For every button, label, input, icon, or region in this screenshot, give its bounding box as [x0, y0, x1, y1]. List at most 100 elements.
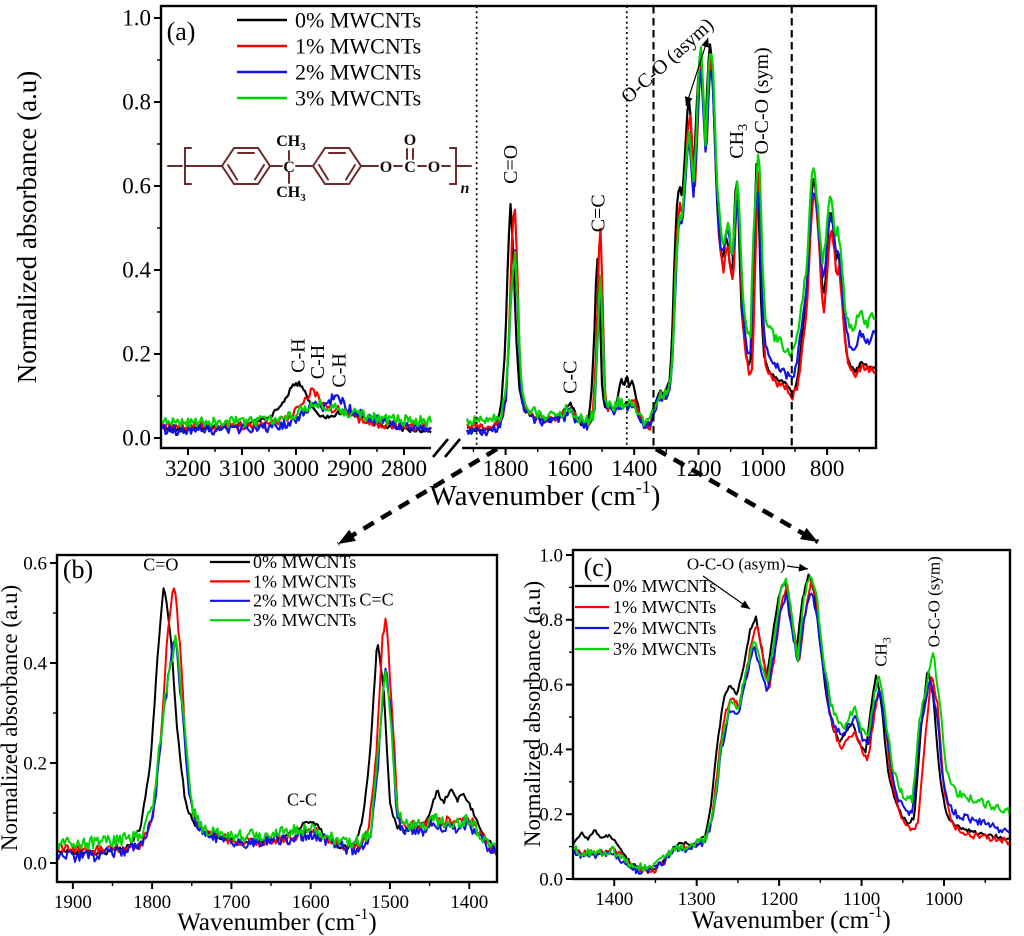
peak-annotation: C=O: [143, 555, 178, 575]
legend-entry-label: 1% MWCNTs: [613, 597, 716, 617]
axis-break-gap: [431, 443, 462, 453]
structure-label: C: [404, 159, 416, 176]
panel-a-dynamic: 3200 3100 3000 2900 2800 1800 1600 1400 1200 1000…: [122, 6, 875, 481]
structure-label-ch3-top: CH3: [276, 133, 306, 153]
panel-b-xlabel: Wavenumber (cm-1): [177, 906, 376, 936]
y-tick-label: 0.2: [122, 342, 151, 367]
legend-entry-label: 2% MWCNTs: [253, 591, 356, 611]
peak-annotation: C=C: [588, 194, 610, 232]
y-tick-label: 0.4: [23, 653, 47, 674]
panel-c: (c) Normalized absorbance (a.u) Wavenumb…: [520, 548, 1012, 934]
structure-label: O: [428, 159, 440, 176]
y-tick-label: 0.0: [122, 426, 151, 451]
legend-entry-label: 1% MWCNTs: [253, 571, 356, 591]
legend-entry-label: 2% MWCNTs: [613, 618, 716, 638]
panel-c-dynamic: 1400 1300 1200 1100 1000 0.0 0.2 0.4 0.6 0.8 1.0 0%…: [539, 545, 1009, 910]
legend-entry-label: 3% MWCNTs: [613, 639, 716, 659]
peak-annotation: C=C: [359, 590, 393, 610]
panel-c-xlabel: Wavenumber (cm-1): [691, 904, 890, 934]
annotation-arrow-c-head: [740, 600, 750, 609]
dynamic-chart-layer: 3200 3100 3000 2900 2800 1800 1600 1400 1200 1000…: [23, 6, 1009, 913]
annotation-arrow-c: [702, 575, 751, 610]
peak-annotation: CH3: [726, 124, 751, 159]
y-tick-label: 0.4: [539, 740, 563, 761]
x-tick-label: 1100: [843, 889, 880, 910]
x-tick-label: 1300: [678, 889, 716, 910]
peak-annotation: C-C: [287, 790, 317, 810]
y-tick-label: 0.6: [122, 174, 151, 199]
curve-c-3MWCNTs: [574, 575, 1009, 872]
y-tick-label: 1.0: [539, 545, 563, 566]
legend-entry-label: 0% MWCNTs: [295, 7, 421, 32]
x-tick-label: 1900: [54, 892, 92, 913]
x-tick-label: 3100: [219, 456, 265, 481]
x-tick-label: 1000: [925, 889, 963, 910]
zoom-connector-arrow-c-head: [800, 527, 818, 542]
zoom-connector-arrow-b: [336, 447, 499, 546]
legend-entry-label: 3% MWCNTs: [253, 610, 356, 630]
structure-label: O: [404, 132, 416, 149]
peak-annotation: C=O: [500, 145, 522, 184]
peak-annotation: O-C-O (sym): [751, 47, 773, 154]
x-tick-label: 800: [810, 456, 845, 481]
panel-c-frame: [571, 548, 1012, 881]
y-tick-label: 0.8: [122, 90, 151, 115]
y-tick-label: 0.2: [539, 804, 563, 825]
x-tick-label: 3200: [165, 456, 211, 481]
y-tick-label: 0.6: [539, 675, 563, 696]
axis-break-slash: [444, 438, 461, 458]
peak-annotation: C-H: [329, 353, 351, 387]
x-tick-label: 1400: [450, 892, 488, 913]
curve-b-3MWCNTs: [58, 634, 496, 850]
panel-c-letter: (c): [584, 553, 613, 582]
x-tick-label: 1600: [547, 456, 593, 481]
x-tick-label: 1800: [483, 456, 529, 481]
x-tick-label: 1400: [611, 456, 657, 481]
axis-break-slash: [432, 438, 449, 458]
panel-a-xlabel: Wavenumber (cm-1): [430, 477, 661, 512]
y-tick-label: 0.0: [539, 869, 563, 890]
y-tick-label: 0.8: [539, 610, 563, 631]
peak-annotation: C-H: [288, 338, 310, 372]
legend-entry-label: 1% MWCNTs: [295, 33, 421, 58]
x-tick-label: 1400: [595, 889, 633, 910]
curve-a-3MWCNTs: [162, 398, 433, 429]
panel-a-frame: [159, 4, 878, 450]
x-tick-label: 1000: [740, 456, 786, 481]
panel-b-ylabel: Normalized absorbance (a.u): [0, 585, 22, 851]
x-tick-label: 1200: [676, 456, 722, 481]
polycarbonate-structure-inset: C CH3 CH3 O C O O n: [167, 132, 472, 204]
panel-b-letter: (b): [63, 555, 93, 584]
y-tick-label: 0.2: [23, 753, 47, 774]
y-tick-label: 0.0: [23, 853, 47, 874]
y-tick-label: 1.0: [122, 6, 151, 31]
x-tick-label: 1200: [760, 889, 798, 910]
peak-annotation: C-H: [307, 345, 329, 379]
peak-annotation: CH3: [872, 637, 894, 667]
structure-label: O: [380, 159, 392, 176]
legend-entry-label: 3% MWCNTs: [295, 85, 421, 110]
peak-annotation: O-C-O (asym): [687, 555, 786, 574]
annotation-arrow-c-head: [798, 563, 808, 572]
legend-entry-label: 0% MWCNTs: [253, 552, 356, 572]
legend-entry-label: 2% MWCNTs: [295, 59, 421, 84]
annotation-arrow-a-head: [701, 38, 710, 48]
structure-label-ch3-bottom: CH3: [276, 184, 306, 204]
peak-annotation: O-C-O (sym): [924, 556, 943, 647]
panel-b: (b) Normalized absorbance (a.u) Wavenumb…: [0, 553, 499, 936]
structure-label-n: n: [461, 180, 470, 197]
zoom-connector-arrow-b-head: [338, 529, 356, 544]
x-tick-label: 1700: [212, 892, 250, 913]
panel-b-dynamic: 1900 1800 1700 1600 1500 1400 0.0 0.2 0.4 0.6 0% M…: [23, 552, 496, 913]
zoom-connector-arrow-c: [654, 447, 820, 544]
peak-annotation: C-C: [559, 361, 581, 394]
y-tick-label: 0.4: [122, 258, 151, 283]
y-tick-label: 0.6: [23, 553, 47, 574]
annotation-arrow-a-head: [684, 96, 693, 106]
x-tick-label: 1500: [371, 892, 409, 913]
panel-a-letter: (a): [167, 17, 196, 46]
panel-b-frame: [55, 553, 499, 884]
panel-c-ylabel: Normalized absorbance (a.u): [520, 581, 545, 847]
